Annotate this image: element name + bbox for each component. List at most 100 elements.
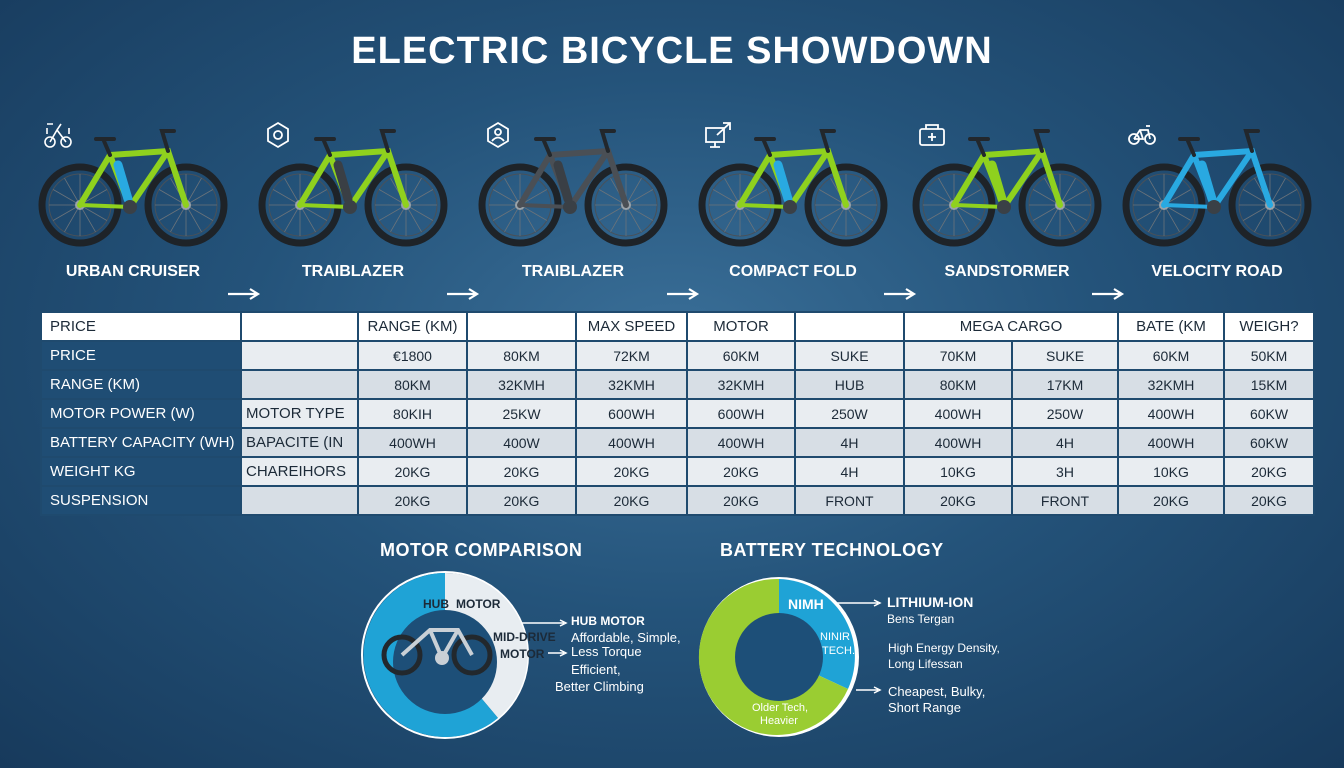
- bike-name: VELOCITY ROAD: [1151, 263, 1283, 280]
- battery-callout-arrows: [836, 599, 882, 694]
- table-cell: 400WH: [903, 398, 1013, 429]
- table-cell: 20KG: [575, 485, 688, 516]
- lead-label-line1: Older Tech,: [752, 702, 809, 714]
- table-cell: 32KMH: [1117, 369, 1225, 400]
- table-cell: 20KG: [1223, 456, 1315, 487]
- arrow-right-icon: [447, 288, 480, 300]
- nimh-segment-label: NIMH: [788, 596, 824, 612]
- bike-name: URBAN CRUISER: [65, 263, 201, 280]
- row-label: WEIGHT KG: [40, 456, 242, 487]
- frame: [951, 129, 1063, 214]
- wheel: [364, 163, 448, 247]
- table-cell: 60KW: [1223, 398, 1315, 429]
- bike-lineup: URBAN CRUISER TRAIBLAZER TRAIBLAZER COMP…: [0, 115, 1344, 300]
- table-cell: 60KM: [686, 340, 796, 371]
- bike-illustration: [38, 129, 228, 247]
- bike-card-urban-cruiser[interactable]: URBAN CRUISER: [38, 115, 228, 290]
- table-cell: 20KG: [357, 456, 468, 487]
- motor-pie-chart: [361, 571, 529, 739]
- table-cell: 20KG: [686, 456, 796, 487]
- frame: [77, 129, 189, 214]
- table-cell: 400WH: [686, 427, 796, 458]
- table-cell: 60KW: [1223, 427, 1315, 458]
- bike-name: COMPACT FOLD: [729, 263, 857, 280]
- donut-center: [735, 613, 823, 701]
- table-row: BATTERY CAPACITY (WH) BAPACITE (IN 400WH 40…: [40, 427, 1315, 458]
- callout-arrows: [522, 619, 568, 657]
- battery-technology-title: BATTERY TECHNOLOGY: [720, 540, 944, 560]
- hexagon-gear-icon: [267, 121, 289, 149]
- table-cell: 60KM: [1117, 340, 1225, 371]
- header-cell: MEGA CARGO: [903, 311, 1119, 342]
- battery-donut-chart: [698, 577, 859, 737]
- bike-name: TRAIBLAZER: [301, 263, 405, 280]
- bike-card-compact-fold[interactable]: COMPACT FOLD: [698, 115, 888, 290]
- row-label: RANGE (KM): [40, 369, 242, 400]
- table-cell: 72KM: [575, 340, 688, 371]
- motor-comparison-title: MOTOR COMPARISON: [380, 540, 583, 560]
- row-sublabel: BAPACITE (IN: [240, 427, 359, 458]
- table-cell: 250W: [794, 398, 905, 429]
- table-cell: 400WH: [357, 427, 468, 458]
- table-cell: 400WH: [575, 427, 688, 458]
- header-cell: [794, 311, 905, 342]
- hub-label-b: MOTOR: [456, 597, 501, 611]
- table-cell: 17KM: [1011, 369, 1119, 400]
- table-cell: 400W: [466, 427, 577, 458]
- bike-card-sandstormer[interactable]: SANDSTORMER: [912, 115, 1102, 290]
- bike-illustration: [1122, 129, 1312, 247]
- mid-drive-callout-line2: Better Climbing: [555, 679, 644, 694]
- table-cell: 15KM: [1223, 369, 1315, 400]
- header-cell: MAX SPEED: [575, 311, 688, 342]
- table-cell: 50KM: [1223, 340, 1315, 371]
- row-sublabel: CHAREIHORS: [240, 456, 359, 487]
- inner-label-line2: TECH.: [822, 645, 855, 657]
- monitor-arrow-icon: [705, 122, 731, 148]
- row-label: PRICE: [40, 340, 242, 371]
- table-cell: 4H: [794, 456, 905, 487]
- header-cell: [240, 311, 359, 342]
- table-cell: 80KM: [466, 340, 577, 371]
- table-cell: 80KM: [357, 369, 468, 400]
- table-cell: 25KW: [466, 398, 577, 429]
- wheel: [1018, 163, 1102, 247]
- table-row: SUSPENSION 20KG 20KG 20KG 20KG FRONT 20KG FRONT…: [40, 485, 1315, 516]
- inner-label-line1: NINIR: [820, 631, 850, 643]
- bike-card-traiblazer-2[interactable]: TRAIBLAZER: [478, 115, 668, 290]
- table-row: RANGE (KM) 80KM 32KMH 32KMH 32KMH HUB 80KM 17KM…: [40, 369, 1315, 400]
- table-cell: 20KG: [357, 485, 468, 516]
- lead-acid-callout-line2: Short Range: [888, 700, 961, 715]
- bike-card-traiblazer[interactable]: TRAIBLAZER: [258, 115, 448, 290]
- lead-label-line2: Heavier: [760, 715, 798, 727]
- table-cell: 4H: [794, 427, 905, 458]
- row-sublabel: [240, 485, 359, 516]
- table-cell: 20KG: [575, 456, 688, 487]
- lithium-callout-line2: Long Lifessan: [888, 657, 963, 671]
- hub-motor-callout-line2: Less Torque: [571, 644, 642, 659]
- bike-card-velocity-road[interactable]: VELOCITY ROAD: [1122, 115, 1312, 290]
- table-cell: 70KM: [903, 340, 1013, 371]
- bike-name: SANDSTORMER: [944, 263, 1070, 280]
- table-cell: 32KMH: [466, 369, 577, 400]
- table-cell: 400WH: [1117, 398, 1225, 429]
- table-cell: FRONT: [1011, 485, 1119, 516]
- table-cell: €1800: [357, 340, 468, 371]
- row-label: SUSPENSION: [40, 485, 242, 516]
- battery-pack-icon: [919, 124, 945, 146]
- table-cell: SUKE: [794, 340, 905, 371]
- page-title: ELECTRIC BICYCLE SHOWDOWN: [351, 30, 993, 72]
- header-cell: RANGE (KM): [357, 311, 468, 342]
- folding-bike-icon: [44, 123, 72, 148]
- table-cell: 20KG: [1117, 485, 1225, 516]
- table-cell: 250W: [1011, 398, 1119, 429]
- table-cell: 80KIH: [357, 398, 468, 429]
- lithium-ion-callout-title: LITHIUM-ION: [887, 594, 974, 610]
- mini-bike-illustration: [381, 628, 493, 676]
- header-cell: PRICE: [40, 311, 242, 342]
- hub-motor-callout-title: HUB MOTOR: [571, 614, 645, 628]
- table-cell: HUB: [794, 369, 905, 400]
- arrow-right-icon: [228, 288, 261, 300]
- arrow-right-icon: [884, 288, 917, 300]
- table-cell: 32KMH: [686, 369, 796, 400]
- table-cell: 20KG: [903, 485, 1013, 516]
